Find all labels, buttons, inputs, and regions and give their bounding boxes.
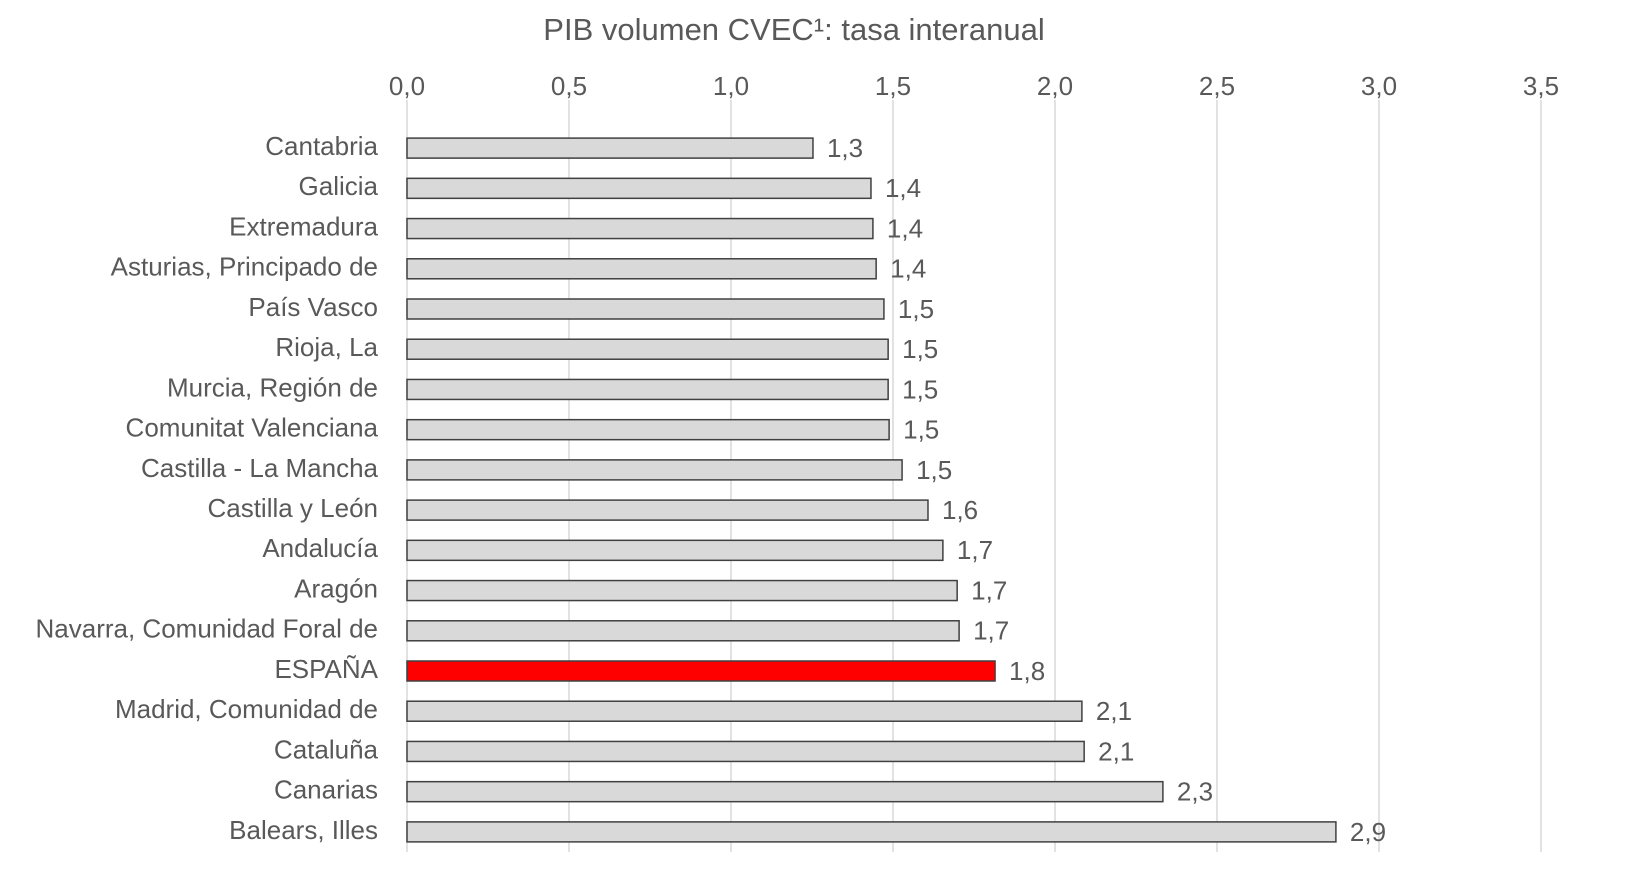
value-label: 1,5 (916, 455, 952, 485)
value-label: 1,7 (957, 535, 993, 565)
value-label: 1,5 (903, 415, 939, 445)
x-tick-label: 1,0 (713, 71, 749, 101)
x-tick-label: 0,0 (389, 71, 425, 101)
value-label: 1,3 (827, 133, 863, 163)
bar (406, 217, 874, 240)
value-label: 1,7 (971, 575, 1007, 605)
y-tick-label: Navarra, Comunidad Foral de (36, 614, 379, 644)
x-tick-label: 1,5 (875, 71, 911, 101)
value-label: 2,9 (1350, 817, 1386, 847)
value-label: 2,3 (1177, 777, 1213, 807)
bar (406, 620, 960, 642)
bar (406, 137, 814, 159)
bar (406, 418, 890, 441)
y-tick-label: Asturias, Principado de (111, 252, 378, 282)
y-tick-label: Comunitat Valenciana (126, 413, 379, 443)
y-tick-label: País Vasco (248, 292, 378, 322)
y-tick-label: Balears, Illes (229, 815, 378, 845)
value-label: 2,1 (1096, 696, 1132, 726)
bar (406, 579, 958, 602)
y-tick-label: Canarias (274, 775, 378, 805)
chart-title: PIB volumen CVEC¹: tasa interanual (543, 12, 1044, 47)
y-tick-label: ESPAÑA (274, 654, 378, 684)
y-tick-label: Cataluña (274, 734, 379, 764)
value-label: 1,5 (898, 294, 934, 324)
value-label: 1,4 (887, 213, 923, 243)
bar (406, 660, 996, 682)
bar (406, 740, 1085, 763)
bar (406, 378, 889, 401)
value-label: 1,5 (902, 374, 938, 404)
bar (406, 338, 889, 360)
value-label: 1,4 (890, 254, 926, 284)
y-tick-label: Castilla y León (207, 493, 378, 523)
value-label: 1,7 (973, 616, 1009, 646)
x-tick-label: 3,0 (1361, 71, 1397, 101)
x-tick-label: 2,0 (1037, 71, 1073, 101)
value-label: 1,6 (942, 495, 978, 525)
bar (406, 298, 885, 320)
value-label: 1,5 (902, 334, 938, 364)
x-tick-label: 2,5 (1199, 71, 1235, 101)
y-tick-label: Cantabria (265, 131, 378, 161)
y-tick-label: Andalucía (262, 533, 378, 563)
bar (406, 499, 929, 521)
y-tick-label: Rioja, La (275, 332, 378, 362)
y-tick-label: Aragón (294, 573, 378, 603)
x-tick-label: 3,5 (1523, 71, 1559, 101)
bar (406, 258, 877, 280)
bar (406, 177, 872, 200)
value-label: 1,4 (885, 173, 921, 203)
y-tick-label: Madrid, Comunidad de (115, 694, 378, 724)
bar (406, 539, 944, 562)
y-tick-label: Galicia (299, 171, 379, 201)
y-tick-label: Castilla - La Mancha (141, 453, 379, 483)
y-tick-label: Murcia, Región de (167, 372, 378, 402)
bar (406, 459, 903, 481)
bar (406, 700, 1083, 722)
y-tick-label: Extremadura (229, 211, 378, 241)
x-tick-label: 0,5 (551, 71, 587, 101)
bar (406, 780, 1164, 803)
value-label: 1,8 (1009, 656, 1045, 686)
bar (406, 821, 1337, 843)
value-label: 2,1 (1098, 736, 1134, 766)
